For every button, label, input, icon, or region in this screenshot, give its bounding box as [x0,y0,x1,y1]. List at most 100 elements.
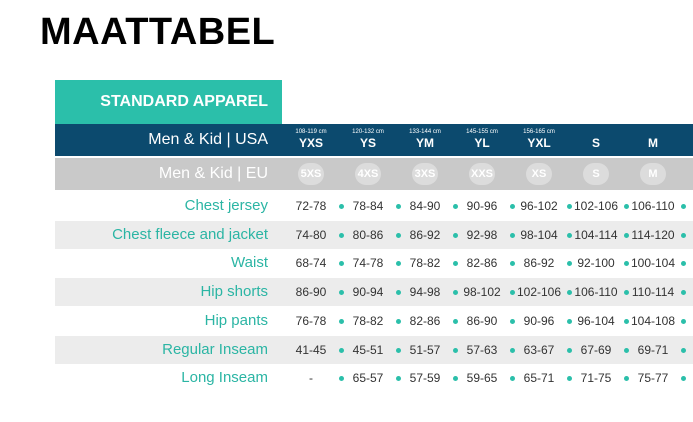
separator-dot-icon [339,290,344,296]
tab-standard-apparel-label: STANDARD APPAREL [100,93,268,110]
separator-dot-icon [567,261,572,267]
eu-size-badge: 4XS [355,163,381,185]
measurement-value: - [309,371,313,386]
us-size-cm-range: 156-165 cm [523,129,555,135]
us-size-cm-range: 108-119 cm [295,129,327,135]
us-size-cm-range: 145-155 cm [466,129,498,135]
separator-dot-icon [510,204,515,209]
measurement-value: 82-86 [466,256,498,271]
measurement-value: 59-65 [466,371,498,386]
separator-dot-icon [681,347,686,353]
measurement-value: 96-102 [520,199,558,213]
us-size-cm-range: 120-132 cm [352,129,384,135]
separator-dot-icon [510,347,515,353]
measurement-value: 102-106 [516,285,562,300]
separator-dot-icon [453,376,458,382]
measurement-value: 69-71 [637,342,669,357]
separator-dot-icon [396,347,401,353]
separator-dot-icon [624,347,629,353]
measurement-label: Long Inseam [181,369,268,387]
measurement-value: 102-106 [573,199,619,213]
us-size-label: YL [474,136,490,150]
measurement-value: 86-90 [295,285,327,300]
measurement-value: 68-74 [295,256,327,271]
measurement-value: 92-98 [466,227,498,242]
measurement-value: 106-110 [574,285,618,300]
separator-dot-icon [339,347,344,353]
eu-size-badge: 3XS [412,163,438,185]
eu-size-badge: M [640,163,666,185]
separator-dot-icon [567,204,572,209]
us-size-column: 156-165 cm YXL [513,124,565,156]
measurement-value: 74-78 [352,256,384,271]
measurement-value: 57-63 [466,342,498,357]
us-size-label: YM [416,136,434,150]
measurement-label: Regular Inseam [162,340,268,358]
table-row: Chest jersey 72-78 78-84 84-90 90-96 96-102 10… [55,192,693,220]
measurement-value: 106-110 [631,199,675,213]
separator-dot-icon [624,232,629,238]
measurement-value: 94-98 [409,285,441,300]
measurement-value: 98-104 [520,227,558,242]
separator-dot-icon [681,376,686,382]
measurement-value: 100-104 [630,256,676,271]
separator-dot-icon [453,318,458,324]
measurement-value: 92-100 [577,256,615,271]
separator-dot-icon [567,347,572,353]
us-size-column: 108-119 cm YXS [285,124,337,156]
separator-dot-icon [510,232,515,238]
separator-dot-icon [510,376,515,382]
separator-dot-icon [396,318,401,324]
measurement-value: 90-94 [352,285,384,300]
us-size-label: S [591,136,600,150]
separator-dot-icon [339,261,344,267]
separator-dot-icon [396,232,401,238]
separator-dot-icon [681,261,686,267]
us-size-column: 120-132 cm YS [342,124,394,156]
measurement-value: 65-57 [352,371,384,386]
measurement-value: 45-51 [352,342,384,357]
measurement-value: 104-108 [630,313,676,328]
measurement-value: 78-84 [352,199,384,213]
us-size-label: M [648,136,658,150]
us-size-label: YS [359,136,376,150]
tab-standard-apparel[interactable]: STANDARD APPAREL [55,80,282,124]
measurement-value: 104-114 [574,227,618,242]
measurement-label: Waist [231,254,268,272]
table-row: Chest fleece and jacket 74-80 80-86 86-92 92… [55,220,693,249]
measurement-value: 74-80 [295,227,327,242]
separator-dot-icon [453,290,458,296]
header-us-label: Men & Kid | USA [148,131,268,148]
measurement-label: Hip pants [204,311,268,329]
measurement-value: 82-86 [409,313,441,328]
separator-dot-icon [453,347,458,353]
measurement-value: 76-78 [295,313,327,328]
header-eu-label: Men & Kid | EU [158,165,268,182]
measurement-value: 75-77 [637,371,669,386]
us-size-column: 145-155 cm YL [456,124,508,156]
header-band-eu: Men & Kid | EU 5XS 4XS 3XS XXS XS S M [55,158,693,190]
separator-dot-icon [567,376,572,382]
separator-dot-icon [339,318,344,324]
separator-dot-icon [396,290,401,296]
table-row: Regular Inseam 41-45 45-51 51-57 57-63 63-67 6… [55,335,693,364]
separator-dot-icon [681,232,686,238]
measurement-value: 65-71 [523,371,555,386]
us-size-cm-range [627,128,679,136]
measurement-value: 114-120 [631,227,675,242]
table-row: Waist 68-74 74-78 78-82 82-86 86-92 92-100 100-… [55,249,693,277]
separator-dot-icon [624,318,629,324]
eu-size-badge: 5XS [298,163,324,185]
separator-dot-icon [624,261,629,267]
measurement-value: 78-82 [409,256,441,271]
measurement-value: 63-67 [523,342,555,357]
measurement-value: 57-59 [409,371,441,386]
measurement-value: 78-82 [352,313,384,328]
us-size-column: 133-144 cm YM [399,124,451,156]
separator-dot-icon [567,318,572,324]
separator-dot-icon [567,290,572,296]
table-row: Hip shorts 86-90 90-94 94-98 98-102 102-106 10… [55,278,693,307]
measurement-value: 96-104 [577,313,615,328]
measurement-label: Chest jersey [184,197,268,214]
measurement-value: 90-96 [523,313,555,328]
